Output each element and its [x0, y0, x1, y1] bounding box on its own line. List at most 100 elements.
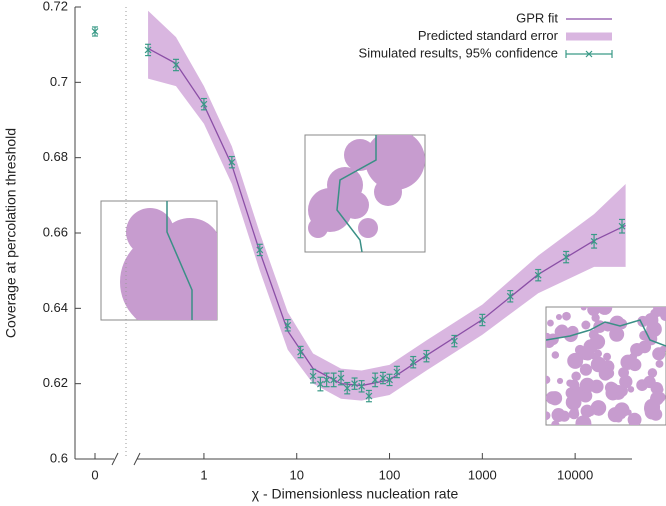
marker [409, 358, 417, 366]
data-point [423, 349, 430, 363]
inset-dot [636, 379, 648, 391]
inset-dot [614, 414, 623, 423]
data-point [393, 365, 401, 379]
y-tick-label: 0.66 [43, 224, 68, 239]
y-tick-label: 0.64 [43, 300, 68, 315]
marker [144, 46, 152, 54]
marker [506, 292, 514, 300]
inset-dot [551, 351, 560, 359]
legend-label: Predicted standard error [418, 28, 559, 43]
inset-dot [554, 325, 567, 338]
inset-dot [547, 319, 554, 327]
inset-dot [609, 315, 625, 331]
inset-blobs [546, 307, 666, 425]
x-axis-label: χ - Dimensionless nucleation rate [252, 486, 459, 502]
inset-dot [590, 356, 607, 373]
data-point [297, 345, 304, 359]
data-point [358, 380, 366, 393]
inset-dot [567, 352, 584, 369]
inset-dot [644, 398, 661, 415]
inset-dot [628, 362, 635, 369]
data-point [618, 218, 626, 234]
marker [284, 321, 292, 329]
data-point [144, 43, 152, 57]
marker [316, 380, 324, 388]
x-tick-label: 10000 [557, 467, 593, 482]
inset-dot [627, 386, 635, 393]
marker [534, 271, 542, 279]
marker [423, 352, 430, 360]
inset-dot [646, 316, 656, 326]
inset-dot [627, 412, 642, 425]
inset-dot [565, 394, 582, 411]
data-point [330, 372, 338, 388]
inset-dot [619, 375, 633, 389]
inset-images [100, 134, 666, 426]
marker [371, 376, 379, 384]
inset-dot [556, 377, 564, 385]
inset-dot [597, 307, 613, 315]
marker [343, 384, 351, 392]
inset-dot [581, 320, 591, 330]
inset-dot [589, 379, 604, 394]
data-point [590, 233, 598, 249]
marker [256, 246, 264, 254]
inset-dot [546, 375, 551, 384]
marker [297, 348, 304, 356]
marker [450, 337, 458, 345]
inset-dot [655, 359, 664, 368]
inset-dot [652, 307, 661, 311]
x-tick-label: 0 [91, 467, 98, 482]
data-point [562, 250, 570, 264]
legend-swatch [565, 50, 613, 58]
marker [358, 382, 366, 390]
inset-dot [587, 307, 601, 317]
x-tick-label: 1 [200, 467, 207, 482]
data-point [316, 376, 324, 392]
data-point [478, 313, 486, 327]
x-tick-label: 10 [289, 467, 303, 482]
y-tick-label: 0.62 [43, 375, 68, 390]
inset-dot [569, 379, 580, 390]
data-point [371, 372, 379, 388]
inset-dot [593, 404, 605, 416]
inset-dot [555, 313, 563, 321]
data-point [506, 290, 514, 303]
marker [309, 372, 317, 380]
marker [200, 100, 208, 108]
data-point [323, 372, 331, 388]
inset-dot [582, 349, 594, 361]
inset-dot [609, 326, 625, 342]
marker [330, 376, 338, 384]
marker [386, 376, 393, 384]
inset-dot [580, 404, 594, 418]
inset-dot [660, 310, 666, 321]
marker [91, 28, 99, 35]
x-tick-label: 1000 [468, 467, 497, 482]
inset-dot [594, 349, 603, 358]
marker [351, 380, 358, 388]
inset-dot [616, 385, 628, 397]
axis-break [133, 452, 141, 466]
inset-dot [603, 352, 612, 361]
inset-dot [614, 402, 630, 418]
marker [337, 374, 345, 382]
inset-blobs [308, 135, 425, 252]
marker [323, 376, 331, 384]
inset-dot [655, 385, 664, 394]
marker [478, 316, 486, 324]
inset-dot [547, 391, 563, 406]
data-point [534, 268, 542, 282]
marker [365, 392, 373, 400]
data-point [386, 373, 393, 387]
legend-label: GPR fit [516, 10, 558, 25]
y-tick-label: 0.68 [43, 149, 68, 164]
marker [172, 61, 180, 69]
inset-dot [659, 345, 666, 353]
marker [228, 158, 236, 166]
data-point [450, 334, 458, 348]
y-tick-label: 0.6 [50, 450, 68, 465]
inset-dot [571, 371, 581, 382]
marker [562, 253, 570, 261]
